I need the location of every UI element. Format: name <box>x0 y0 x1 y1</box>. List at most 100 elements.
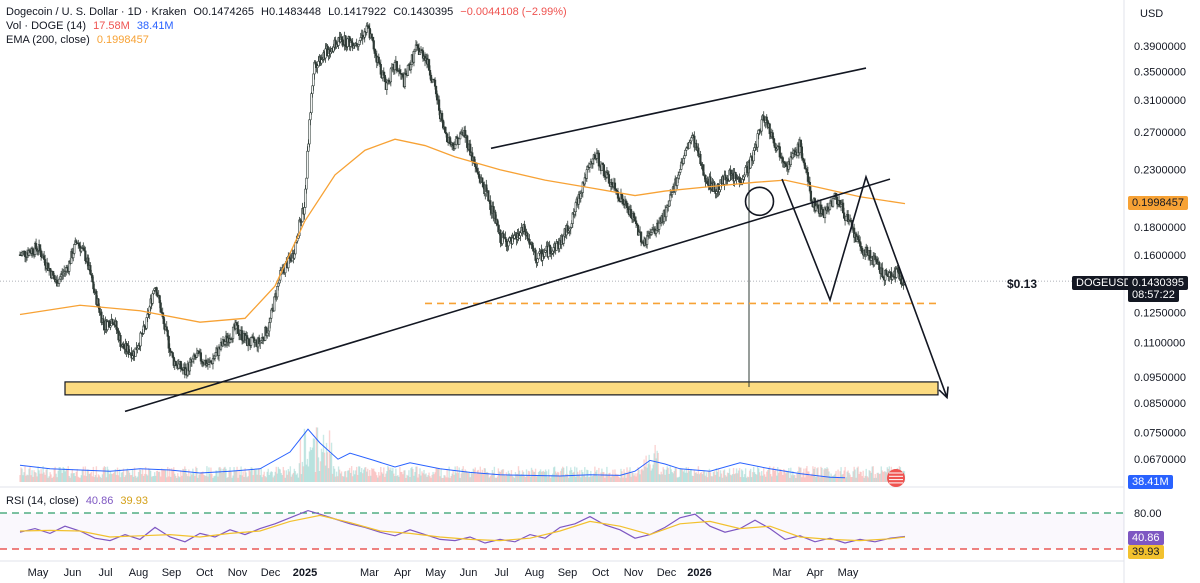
volume-bar <box>86 469 89 482</box>
volume-bar <box>203 474 205 482</box>
candle-body <box>487 190 490 202</box>
volume-bar <box>249 471 251 482</box>
volume-bar <box>123 476 126 482</box>
candle-body <box>607 174 611 184</box>
candle-body <box>633 217 637 222</box>
candle-body <box>162 316 165 325</box>
volume-bar <box>672 473 674 482</box>
candle-body <box>610 182 614 186</box>
volume-bar <box>720 473 723 482</box>
volume-bar <box>621 471 623 482</box>
candle-body <box>372 40 375 50</box>
volume-bar <box>819 477 821 482</box>
price-tick-label: 0.2700000 <box>1134 127 1186 139</box>
candle-body <box>526 232 529 240</box>
volume-bar <box>407 475 409 482</box>
candle-body <box>885 269 888 276</box>
candle-body <box>799 139 802 148</box>
candle-body <box>568 228 571 232</box>
volume-bar <box>724 475 727 482</box>
volume-bar <box>223 467 225 482</box>
volume-bar <box>882 472 884 482</box>
volume-bar <box>78 477 80 482</box>
volume-bar <box>254 470 256 482</box>
volume-bar <box>392 467 394 482</box>
volume-bar <box>170 476 172 482</box>
legend-rsi[interactable]: RSI (14, close) 40.86 39.93 <box>6 495 148 507</box>
volume-bar <box>865 468 867 482</box>
volume-bar <box>470 471 472 482</box>
time-axis[interactable]: May Jun Jul Aug Sep Oct Nov Dec 2025 Mar Apr May Jun… <box>28 567 859 579</box>
volume-bar <box>92 466 95 482</box>
legend-ema[interactable]: EMA (200, close) 0.1998457 <box>6 34 149 46</box>
volume-bar <box>634 473 636 482</box>
volume-bar <box>186 473 188 482</box>
volume-bar <box>259 475 261 482</box>
volume-bar <box>55 473 57 482</box>
volume-bar <box>827 468 829 482</box>
volume-bar <box>781 471 783 482</box>
candle-body <box>523 224 526 233</box>
candle-body <box>84 250 87 262</box>
volume-bar <box>768 467 770 482</box>
candle-body <box>481 177 484 183</box>
volume-bar <box>321 452 324 482</box>
volume-bar <box>227 477 229 482</box>
volume-bar <box>257 468 259 482</box>
price-tick-label: 0.1100000 <box>1134 338 1185 350</box>
volume-bar <box>753 472 756 482</box>
candle-body <box>573 211 576 215</box>
candle-body <box>266 332 269 336</box>
volume-bar <box>816 468 818 482</box>
volume-bar <box>583 475 585 482</box>
volume-bar <box>426 476 428 482</box>
volume-bar <box>108 474 111 482</box>
candle-body <box>477 171 480 175</box>
volume-bar <box>110 473 113 482</box>
volume-bar <box>699 472 702 482</box>
volume-bar <box>269 472 271 482</box>
volume-bar <box>575 476 577 482</box>
volume-bar <box>91 476 94 482</box>
volume-bar <box>652 464 654 482</box>
price-tick-label: 0.3900000 <box>1134 41 1186 53</box>
volume-bar <box>625 477 627 482</box>
volume-bar <box>393 473 395 482</box>
legend-volume[interactable]: Vol · DOGE (14) 17.58M 38.41M <box>6 20 174 32</box>
legend-symbol[interactable]: Dogecoin / U. S. Dollar · 1D · Kraken O0… <box>6 6 567 18</box>
volume-bar <box>58 467 60 482</box>
volume-bar <box>232 475 234 482</box>
volume-bar <box>100 477 103 482</box>
volume-bar <box>192 468 194 482</box>
volume-bar <box>363 469 365 482</box>
currency-label[interactable]: USD <box>1140 8 1164 20</box>
volume-bar <box>449 477 451 482</box>
volume-bar <box>431 474 433 482</box>
volume-bar <box>556 471 559 482</box>
volume-bar <box>789 477 791 482</box>
volume-bar <box>31 470 33 482</box>
volume-bar <box>479 466 481 482</box>
volume-bar <box>289 466 292 482</box>
volume-bar <box>327 468 330 482</box>
volume-bar <box>476 470 478 482</box>
volume-bar <box>144 466 147 482</box>
volume-bar <box>737 470 740 482</box>
time-tick-label: Apr <box>806 567 823 579</box>
volume-bar <box>428 472 430 482</box>
volume-bar <box>164 469 166 482</box>
candle-body <box>115 321 118 330</box>
candle-body <box>842 212 846 219</box>
candle-body <box>841 202 845 214</box>
volume-bar <box>244 468 246 482</box>
volume-bar <box>190 472 192 482</box>
price-axis[interactable]: 0.3900000 0.3500000 0.3100000 0.2700000 0.23… <box>1134 41 1186 520</box>
volume-bar <box>28 468 30 482</box>
volume-bar <box>880 466 882 482</box>
candle-body <box>699 153 702 165</box>
volume-bar <box>749 468 752 482</box>
volume-bar <box>25 475 27 482</box>
volume-bar <box>209 473 211 482</box>
candle-body <box>155 287 158 296</box>
